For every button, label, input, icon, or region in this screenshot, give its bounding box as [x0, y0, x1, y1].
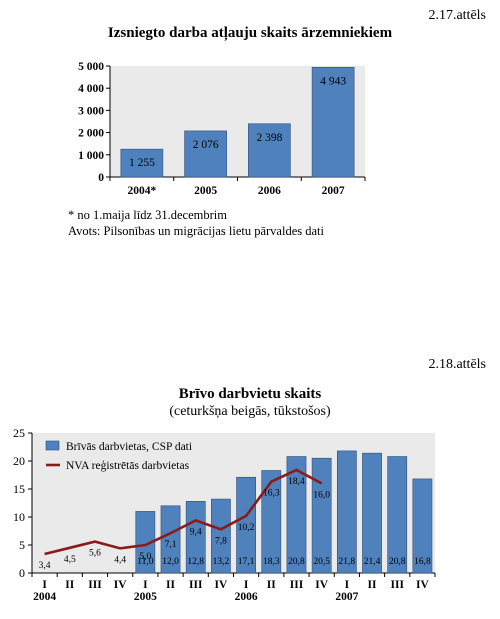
x-quarter-label: I [42, 579, 47, 591]
figure-label-2-18: 2.18.attēls [428, 357, 486, 372]
x-quarter-label: III [189, 579, 203, 591]
chart-title-work-permits: Izsniegto darba atļauju skaits ārzemniek… [107, 25, 393, 41]
bar-value-label: 21,4 [364, 557, 381, 567]
x-year-label: 2004 [33, 591, 56, 603]
chart-title-vacancies: Brīvo darbvietu skaits [178, 386, 322, 402]
bar [336, 450, 357, 574]
bar-value-label: 21,8 [339, 557, 356, 567]
bar-value-label: 2 398 [256, 132, 282, 144]
legend-swatch-bars [45, 440, 60, 451]
x-year-label: 2006 [235, 591, 258, 603]
line-value-label: 16,0 [313, 490, 330, 500]
bar [160, 505, 181, 574]
work-permits-chart: 0 1 000 2 000 3 000 4 000 5 000 1 255 2004* 2 07… [78, 61, 366, 197]
line-value-label: 5,6 [89, 549, 101, 559]
x-quarter-label: III [290, 579, 304, 591]
bar-value-label: 4 943 [320, 75, 346, 87]
line-value-label: 10,2 [238, 523, 255, 533]
figure-label-2-17: 2.17.attēls [428, 8, 486, 23]
x-quarter-label: IV [315, 579, 328, 591]
bar [135, 511, 156, 574]
y-tick-label: 5 000 [78, 61, 104, 73]
line-series-nva [44, 468, 323, 556]
line-value-label: 16,3 [263, 489, 280, 499]
x-quarter-label: II [267, 579, 276, 591]
y-tick-label: 3 000 [78, 105, 104, 117]
bar-value-label: 1 255 [129, 157, 155, 169]
x-quarter-label: II [65, 579, 74, 591]
x-year-label: 2007 [335, 591, 358, 603]
bar-value-label: 18,3 [263, 557, 280, 567]
bar [362, 452, 382, 574]
y-tick-label: 25 [13, 426, 25, 440]
footnote-asterisk: * no 1.maija līdz 31.decembrim [68, 208, 227, 222]
bar-value-label: 12,8 [187, 557, 204, 567]
x-quarter-label: III [88, 579, 102, 591]
bar-value-label: 13,2 [213, 557, 230, 567]
x-quarter-label: IV [215, 579, 228, 591]
bar [412, 478, 433, 574]
chart-subtitle-vacancies: (ceturkšņa beigās, tūkstošos) [169, 404, 331, 419]
x-category-label: 2004* [128, 185, 157, 197]
line-value-label: 3,4 [39, 561, 51, 571]
line-value-label: 5,0 [139, 552, 151, 562]
x-quarter-label: II [166, 579, 175, 591]
x-quarter-label: I [143, 579, 148, 591]
bar-value-label: 2 076 [193, 139, 219, 151]
x-quarter-label: I [345, 579, 350, 591]
bar-value-label: 17,1 [238, 557, 255, 567]
x-category-label: 2007 [322, 185, 345, 197]
bar [311, 66, 355, 178]
x-quarter-label: II [368, 579, 377, 591]
bar-value-label: 12,0 [162, 557, 179, 567]
x-quarter-label: IV [416, 579, 429, 591]
line-value-label: 4,5 [64, 555, 76, 565]
x-quarter-label: IV [114, 579, 127, 591]
y-tick-label: 5 [19, 538, 25, 552]
y-tick-label: 2 000 [78, 128, 104, 140]
y-tick-label: 0 [19, 566, 25, 580]
bar [120, 148, 164, 178]
line-value-label: 7,8 [215, 536, 227, 546]
line-value-label: 18,4 [288, 477, 305, 487]
bar-value-label: 16,8 [414, 557, 431, 567]
y-tick-label: 10 [13, 510, 25, 524]
y-tick-label: 15 [13, 482, 25, 496]
line-value-label: 7,1 [165, 540, 177, 550]
y-tick-label: 1 000 [78, 150, 104, 162]
bar-value-label: 20,5 [313, 557, 330, 567]
bar [387, 456, 408, 574]
x-category-label: 2006 [258, 185, 281, 197]
x-year-label: 2005 [134, 591, 157, 603]
bar [185, 501, 206, 574]
bar [311, 457, 332, 574]
y-tick-label: 20 [13, 454, 25, 468]
bar-value-label: 20,8 [288, 557, 305, 567]
bar [184, 130, 227, 178]
bar [248, 123, 291, 178]
legend-label-line: NVA reģistrētās darbvietas [66, 460, 190, 472]
bar-value-label: 11,0 [137, 557, 154, 567]
bar-value-label: 20,8 [389, 557, 406, 567]
line-value-label: 4,4 [114, 555, 126, 565]
y-tick-label: 4 000 [78, 83, 104, 95]
legend-label-bars: Brīvās darbvietas, CSP dati [66, 441, 192, 453]
bar [211, 498, 231, 574]
bar [286, 456, 307, 574]
line-value-label: 9,4 [190, 527, 202, 537]
bar [236, 476, 256, 574]
source-note: Avots: Pilsonības un migrācijas lietu pā… [68, 224, 324, 238]
x-category-label: 2005 [194, 185, 217, 197]
x-quarter-label: I [244, 579, 249, 591]
y-tick-label: 0 [98, 172, 104, 184]
x-quarter-label: III [391, 579, 405, 591]
bar [261, 470, 282, 574]
